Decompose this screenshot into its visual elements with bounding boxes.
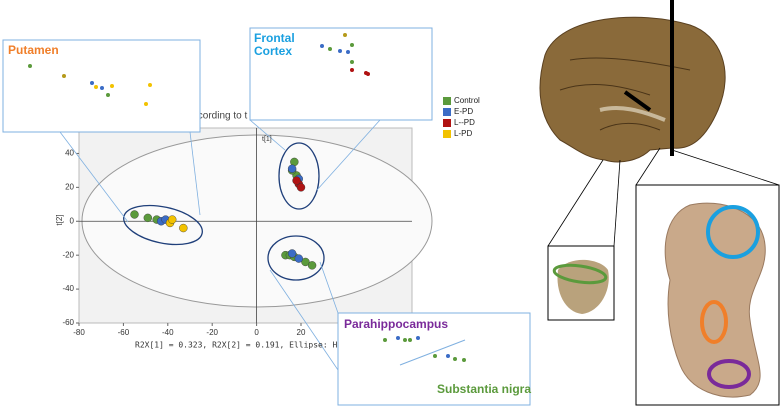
connector <box>269 269 339 371</box>
inset-dot <box>462 358 466 362</box>
inset-dot <box>144 102 148 106</box>
connector <box>547 159 604 247</box>
inset-dot <box>416 336 420 340</box>
chart-title: red according to t <box>170 111 247 122</box>
inset-dot <box>338 49 342 53</box>
point <box>130 210 139 219</box>
annotation: Putamen <box>8 43 59 57</box>
y-tick-label: 40 <box>65 149 74 158</box>
tissue <box>557 259 609 314</box>
x-tick-label: -20 <box>206 328 218 337</box>
inset-dot <box>90 81 94 85</box>
point <box>292 176 301 185</box>
annotation: Substantia nigra <box>437 382 532 396</box>
inset-dot <box>110 84 114 88</box>
inset-dot <box>343 33 347 37</box>
brain-white-matter <box>599 106 666 122</box>
y-tick-label: -20 <box>62 250 74 259</box>
legend-label: L-PD <box>454 129 472 138</box>
caption: R2X[1] = 0.323, R2X[2] = 0.191, Ellipse:… <box>135 341 395 350</box>
legend-swatch <box>443 119 451 127</box>
x-tick-label: -60 <box>118 328 130 337</box>
point <box>143 213 153 223</box>
inset-frame <box>337 312 531 406</box>
point <box>179 223 188 233</box>
x-tick-label: -80 <box>73 328 85 337</box>
legend-label: Control <box>454 96 480 105</box>
inset-frame <box>249 27 433 121</box>
connector <box>59 131 129 223</box>
point <box>168 215 177 224</box>
y-tick-label: -60 <box>62 318 74 327</box>
annotation: Parahippocampus <box>344 317 449 331</box>
connector <box>249 119 286 151</box>
inset-dot <box>328 47 332 51</box>
inset-dot <box>350 68 354 72</box>
y-tick-label: 20 <box>65 182 74 191</box>
inset-dot <box>62 74 66 78</box>
brain-image <box>539 0 780 406</box>
legend-swatch <box>443 130 451 138</box>
inset-dot <box>383 338 387 342</box>
inset <box>249 27 433 121</box>
inset-dot <box>350 60 354 64</box>
region-marker <box>707 359 751 389</box>
inset-dot <box>28 64 32 68</box>
connector <box>671 149 780 186</box>
inset <box>337 312 531 406</box>
group-ellipse <box>267 235 325 281</box>
inset-dot <box>320 44 324 48</box>
point <box>307 261 317 270</box>
connector <box>613 159 621 247</box>
legend-swatch <box>443 97 451 105</box>
connector <box>189 131 201 216</box>
region-marker <box>552 263 608 285</box>
inset <box>2 39 201 133</box>
legend-label: L--PD <box>454 118 475 127</box>
y-tick-label: -40 <box>62 284 74 293</box>
inset-dot <box>366 72 370 76</box>
connector <box>319 261 339 314</box>
x-tick-label: 20 <box>297 328 306 337</box>
inset-frame <box>2 39 201 133</box>
inset-dot <box>446 354 450 358</box>
connector <box>635 147 661 186</box>
group-ellipse <box>278 142 320 210</box>
point <box>287 164 297 173</box>
x-axis-label: t[1] <box>262 136 272 143</box>
x-tick-label: 0 <box>254 328 259 337</box>
legend-label: E-PD <box>454 107 473 116</box>
inset-dot <box>433 354 437 358</box>
inset-dot <box>396 336 400 340</box>
region-marker <box>706 205 760 259</box>
annotation: Frontal Cortex <box>254 31 295 58</box>
inset-dot <box>408 338 412 342</box>
inset-dot <box>346 50 350 54</box>
point <box>301 257 310 267</box>
inset-dot <box>100 86 104 90</box>
inset-dot <box>106 93 110 97</box>
cut-line <box>623 90 652 112</box>
inset-dot <box>148 83 152 87</box>
y-tick-label: 0 <box>70 216 75 225</box>
point <box>294 254 303 263</box>
x-tick-label: -40 <box>162 328 174 337</box>
region-marker <box>700 300 728 344</box>
y-axis-label: t[2] <box>55 214 64 225</box>
legend-swatch <box>443 108 451 116</box>
point <box>287 249 297 258</box>
tissue <box>664 202 766 398</box>
connector <box>316 119 381 191</box>
point <box>296 183 306 192</box>
inset-dot <box>453 357 457 361</box>
inset-dot <box>94 85 98 89</box>
inset-line <box>399 339 466 366</box>
inset-dot <box>403 338 407 342</box>
inset-dot <box>350 43 354 47</box>
